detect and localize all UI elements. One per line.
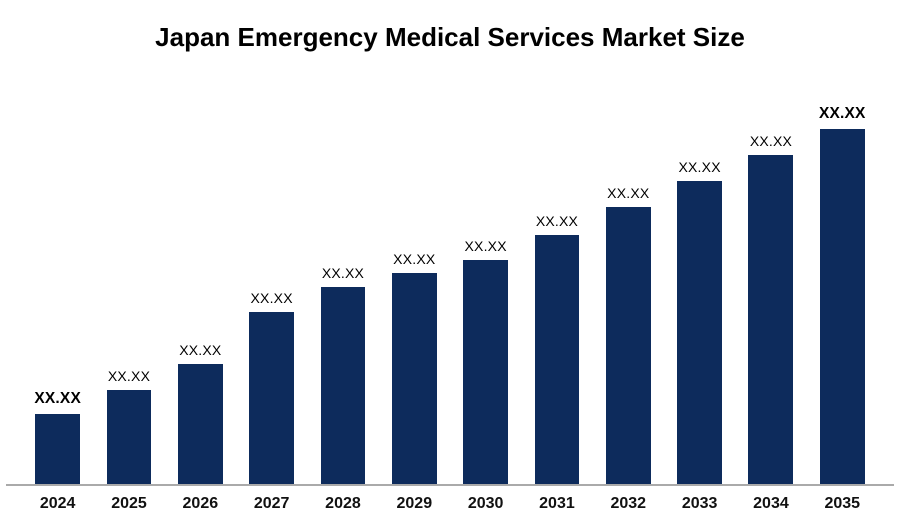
x-tick-label-2029: 2029 bbox=[396, 495, 433, 512]
bar-2028 bbox=[320, 287, 366, 484]
x-tick-label-2035: 2035 bbox=[824, 495, 861, 512]
plot-area: XX.XX XX.XX XX.XX XX.XX XX.XX XX.XX XX.XX XX.XX… bbox=[6, 52, 894, 486]
bar-2031 bbox=[534, 235, 580, 484]
bar-2024 bbox=[35, 414, 81, 484]
bar-2035 bbox=[819, 129, 865, 484]
bar-2025 bbox=[106, 390, 152, 484]
bar-2029 bbox=[391, 273, 437, 484]
bar-column-2027: XX.XX bbox=[236, 52, 307, 484]
x-tick-label-2024: 2024 bbox=[39, 495, 76, 512]
bar-column-2031: XX.XX bbox=[521, 52, 592, 484]
value-label: XX.XX bbox=[678, 159, 721, 175]
value-label: XX.XX bbox=[321, 265, 365, 281]
value-label: XX.XX bbox=[107, 368, 151, 384]
bar-2030 bbox=[463, 260, 509, 484]
bar-column-2028: XX.XX bbox=[307, 52, 378, 484]
bar-column-2026: XX.XX bbox=[165, 52, 236, 484]
value-label: XX.XX bbox=[464, 238, 507, 254]
bar-2034 bbox=[748, 155, 794, 484]
bar-2032 bbox=[605, 207, 651, 484]
bar-column-2035: XX.XX bbox=[807, 52, 878, 484]
x-tick-label-2028: 2028 bbox=[325, 495, 361, 512]
x-tick-label-2031: 2031 bbox=[539, 495, 575, 512]
value-label: XX.XX bbox=[535, 213, 579, 229]
bar-column-2033: XX.XX bbox=[664, 52, 735, 484]
value-label: XX.XX bbox=[749, 133, 793, 149]
bar-column-2034: XX.XX bbox=[735, 52, 806, 484]
x-tick-label-2025: 2025 bbox=[111, 495, 147, 512]
value-label: XX.XX bbox=[34, 390, 81, 407]
bar-column-2025: XX.XX bbox=[93, 52, 164, 484]
x-tick-label-2027: 2027 bbox=[253, 495, 290, 512]
x-tick-label-2032: 2032 bbox=[610, 495, 647, 512]
bar-2033 bbox=[677, 181, 723, 484]
x-tick-label-2033: 2033 bbox=[681, 495, 718, 512]
x-tick-label-2026: 2026 bbox=[182, 495, 219, 512]
value-label: XX.XX bbox=[393, 251, 436, 267]
bar-column-2032: XX.XX bbox=[593, 52, 664, 484]
x-tick-label-2030: 2030 bbox=[467, 495, 504, 512]
bar-column-2024: XX.XX bbox=[22, 52, 93, 484]
bar-2027 bbox=[249, 312, 295, 484]
chart-title: Japan Emergency Medical Services Market … bbox=[155, 22, 745, 52]
value-label: XX.XX bbox=[607, 185, 650, 201]
value-label: XX.XX bbox=[250, 290, 293, 306]
value-label: XX.XX bbox=[818, 105, 866, 122]
bar-column-2030: XX.XX bbox=[450, 52, 521, 484]
value-label: XX.XX bbox=[179, 342, 222, 358]
bar-column-2029: XX.XX bbox=[379, 52, 450, 484]
x-axis: 2024 2025 2026 2027 2028 2029 2030 2031 2032 2033… bbox=[6, 486, 894, 525]
x-tick-label-2034: 2034 bbox=[753, 495, 789, 512]
bar-2026 bbox=[177, 364, 223, 484]
